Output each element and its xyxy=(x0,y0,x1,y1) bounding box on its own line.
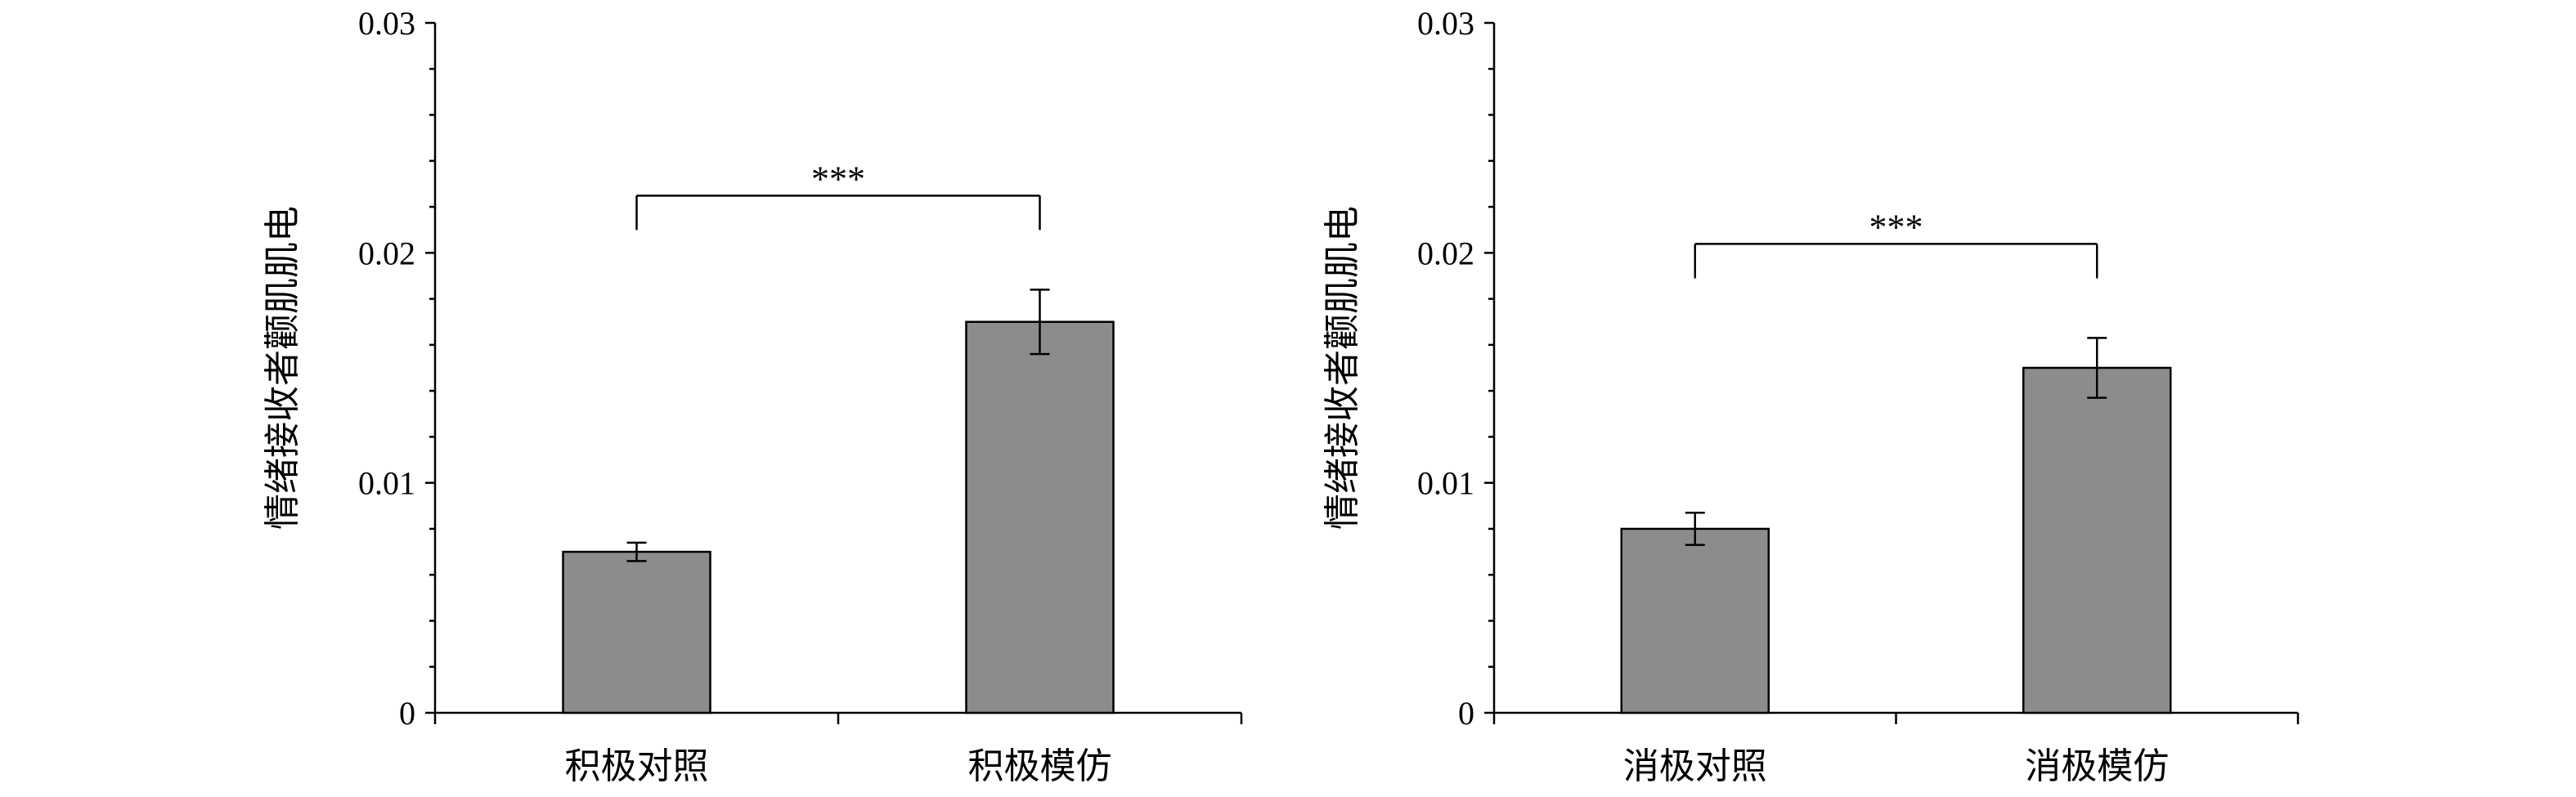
x-category-label: 积极对照 xyxy=(565,746,709,787)
bar-2 xyxy=(965,320,1115,714)
y-tick-label: 0.03 xyxy=(358,5,415,42)
y-axis-label: 情绪接收者颧肌肌电 xyxy=(1322,206,1363,530)
chart-panel-negative: 0 0.01 0.02 0.03 消极对照 消极模仿 *** 情绪接收者颧肌肌电 xyxy=(1322,5,2300,787)
x-category-label: 消极模仿 xyxy=(2025,746,2169,787)
chart-panel-positive: 0 0.01 0.02 0.03 积极对照 积极模仿 *** 情绪接收者颧肌肌电 xyxy=(262,5,1243,787)
y-tick-label: 0.03 xyxy=(1417,5,1474,42)
y-tick-label: 0 xyxy=(1458,695,1474,732)
bar-1 xyxy=(1620,527,1770,714)
x-category-label: 积极模仿 xyxy=(968,746,1112,787)
x-category-label: 消极对照 xyxy=(1623,746,1767,787)
y-tick-label: 0.02 xyxy=(358,235,415,271)
y-tick-label: 0.01 xyxy=(1417,465,1474,502)
bar-2 xyxy=(2022,366,2172,714)
y-tick-label: 0.02 xyxy=(1417,235,1474,271)
significance-label: *** xyxy=(811,159,865,199)
bar-1 xyxy=(562,550,711,714)
significance-label: *** xyxy=(1869,207,1923,247)
y-tick-label: 0 xyxy=(399,695,415,732)
y-tick-label: 0.01 xyxy=(358,465,415,502)
y-axis-label: 情绪接收者颧肌肌电 xyxy=(262,206,303,530)
